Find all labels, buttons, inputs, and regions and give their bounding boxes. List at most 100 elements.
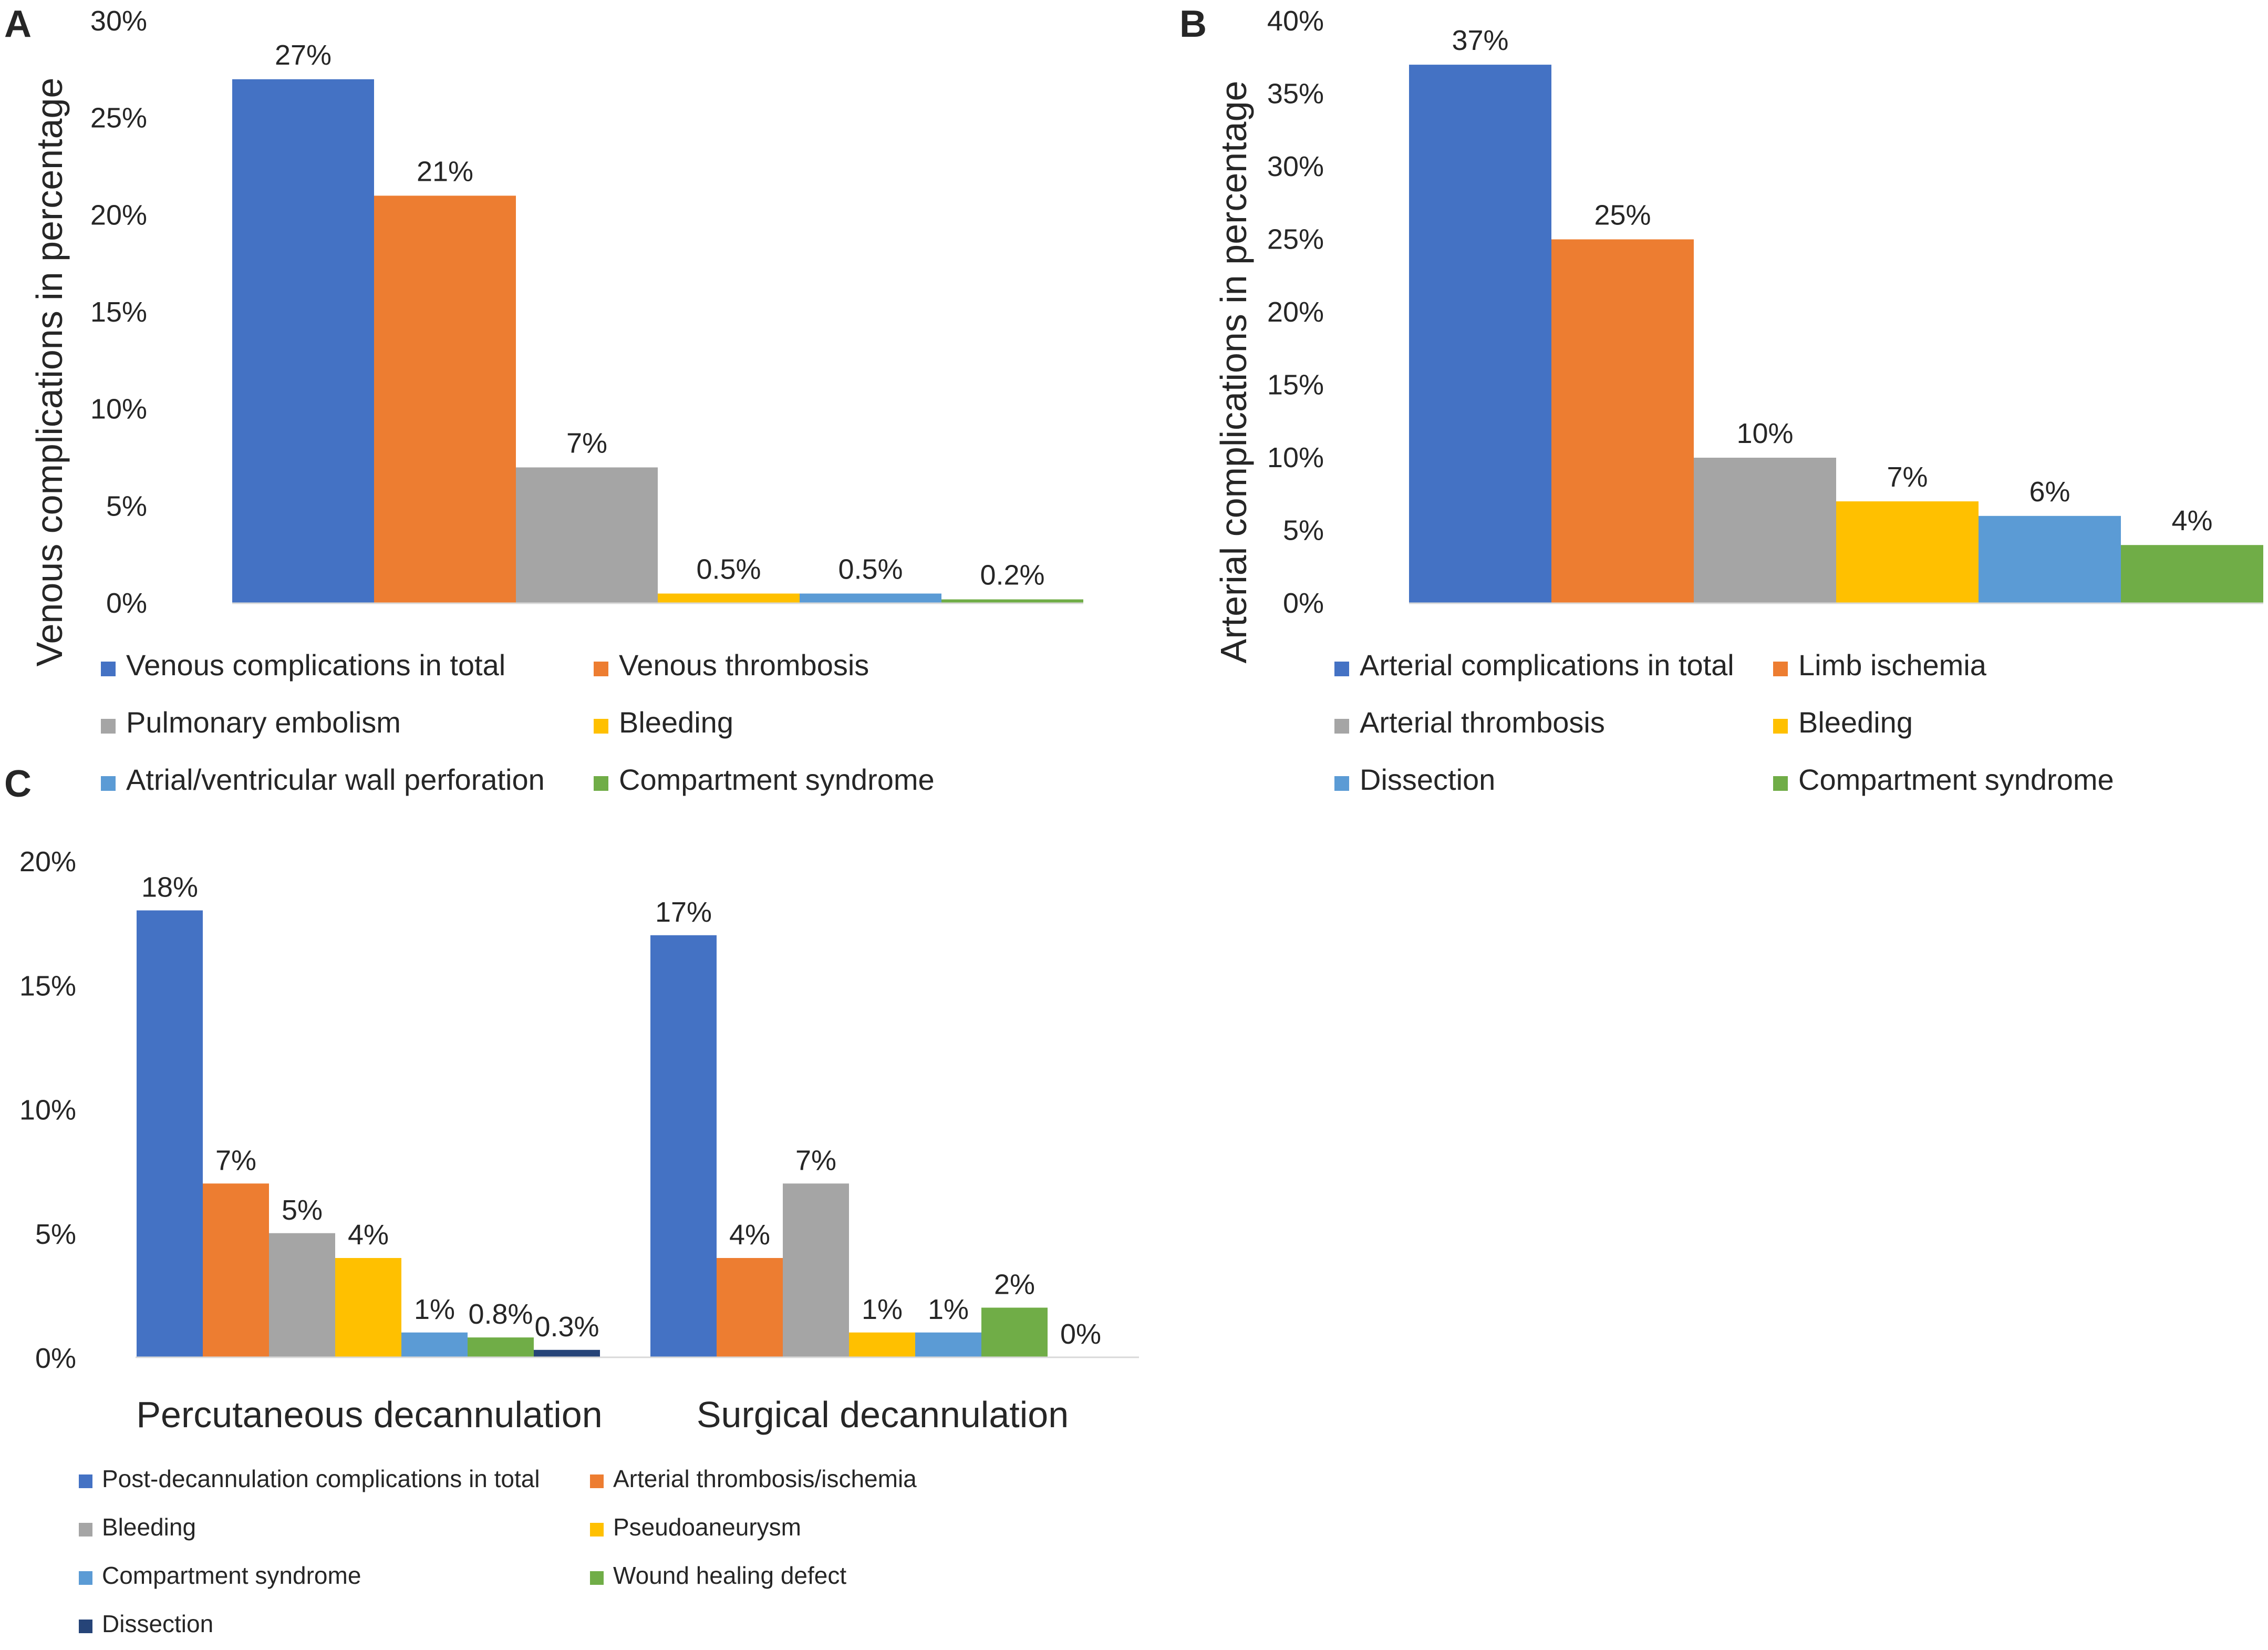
panel-c-legend-swatch [79,1620,92,1633]
panel-b-legend-swatch [1773,776,1788,791]
panel-a-data-label: 0.5% [696,554,761,585]
panel-c-category-label: Surgical decannulation [697,1394,1069,1435]
panel-b-legend-swatch [1773,719,1788,734]
panel-c-legend-label: Post-decannulation complications in tota… [102,1465,540,1492]
panel-c-legend-swatch [79,1571,92,1585]
panel-c-chart: 0% 5% 10% 15% 20% 18% 17% 7% 4% 5% 7% 4% 1% 1% 1% 0.8% 2… [19,846,1139,1637]
panel-a-legend-label: Bleeding [619,706,733,739]
panel-a-bar [516,467,658,603]
panel-a-data-label: 7% [566,427,607,459]
panel-c-data-label: 0% [1060,1318,1101,1350]
panel-c-bar [335,1258,401,1357]
panel-a-data-label: 27% [275,39,332,71]
panel-c-bar [717,1258,783,1357]
panel-b-bar [1836,501,1979,603]
panel-b-legend-label: Dissection [1360,763,1495,796]
panel-c-legend-label: Wound healing defect [613,1562,846,1589]
panel-a-ytick: 20% [90,199,147,231]
panel-c-bar [137,910,203,1357]
panel-a-legend-swatch [594,776,608,791]
panel-c-data-label: 1% [414,1294,455,1325]
panel-a-ytick: 15% [90,296,147,328]
panel-a-legend-swatch [101,719,116,734]
panel-c-legend-label: Dissection [102,1610,213,1637]
panel-a-y-axis-label: Venous complications in percentage [29,78,70,667]
panel-a-chart: 0% 5% 10% 15% 20% 25% 30% 27% 21% 7% 0.5% 0.5% 0.2% V… [29,5,1083,796]
panel-c-legend-label: Arterial thrombosis/ischemia [613,1465,917,1492]
panel-a-legend-label: Compartment syndrome [619,763,935,796]
panel-c-letter: C [4,763,32,805]
panel-b-ytick: 40% [1267,5,1324,37]
panel-b-data-label: 37% [1452,25,1508,56]
panel-c-bar [468,1337,534,1357]
panel-b-data-label: 6% [2029,476,2070,508]
panel-b-legend-swatch [1773,662,1788,676]
panel-c-data-label: 18% [141,872,198,903]
panel-c-legend-swatch [79,1523,92,1536]
panel-b-ytick: 25% [1267,224,1324,255]
panel-c-data-label: 1% [862,1294,903,1325]
panel-b-ytick: 5% [1283,515,1324,546]
panel-a-bar [800,593,941,603]
panel-a-legend-swatch [101,776,116,791]
panel-b-ytick: 0% [1283,587,1324,619]
panel-c-bar [534,1349,600,1357]
panel-c-bar [783,1183,849,1357]
panel-c-legend-label: Pseudoaneurysm [613,1513,801,1541]
panel-a-bar [232,79,374,604]
panel-b-data-label: 4% [2171,505,2212,537]
panel-c-ytick: 15% [19,970,76,1002]
panel-a-legend-swatch [594,662,608,676]
panel-a-letter: A [4,3,32,45]
panel-c-data-label: 4% [348,1219,389,1251]
panel-b-bar [1551,239,1694,603]
panel-b-ytick: 10% [1267,442,1324,473]
panel-b-ytick: 30% [1267,151,1324,182]
panel-c-data-label: 17% [655,896,712,928]
panel-b-legend-label: Arterial complications in total [1360,648,1734,682]
panel-a-ytick: 30% [90,5,147,37]
panel-a-legend-label: Pulmonary embolism [126,706,401,739]
panel-c-bar [401,1332,468,1357]
panel-c-bar [849,1332,915,1357]
panel-b-letter: B [1179,3,1207,45]
panel-b-bar [1694,458,1836,603]
panel-c-legend-swatch [590,1474,604,1488]
panel-b-data-label: 25% [1594,200,1651,231]
panel-b-data-label: 10% [1736,418,1793,449]
panel-b-y-axis-label: Arterial complications in percentage [1213,81,1254,664]
panel-c-data-label: 0.8% [468,1298,533,1330]
panel-b-legend-label: Compartment syndrome [1798,763,2114,796]
panel-c-legend-swatch [79,1474,92,1488]
panel-c-category-label: Percutaneous decannulation [136,1394,602,1435]
panel-c-data-label: 7% [215,1144,256,1176]
panel-a-legend-swatch [594,719,608,734]
panel-c-ytick: 10% [19,1095,76,1126]
panel-c-data-label: 7% [795,1144,836,1176]
panel-a-legend-label: Atrial/ventricular wall perforation [126,763,545,796]
panel-c-data-label: 1% [928,1294,969,1325]
panel-b-legend-label: Bleeding [1798,706,1913,739]
panel-c-bar [203,1183,269,1357]
panel-c-legend-swatch [590,1523,604,1536]
panel-c-bar [650,935,717,1357]
panel-b-legend-swatch [1334,776,1349,791]
panel-a-bar [658,593,800,603]
panel-a-data-label: 0.2% [980,560,1044,591]
panel-c-bar [981,1307,1048,1357]
panel-b-legend-label: Limb ischemia [1798,648,1987,682]
panel-c-data-label: 2% [994,1269,1035,1301]
panel-a-ytick: 0% [106,587,147,619]
panel-a-bar [374,195,516,603]
panel-b-legend-label: Arterial thrombosis [1360,706,1605,739]
panel-b-chart: 0% 5% 10% 15% 20% 25% 30% 35% 40% 37% 25% 10% 7% 6% 4%… [1213,5,2263,796]
panel-b-legend-swatch [1334,662,1349,676]
panel-c-data-label: 4% [729,1219,770,1251]
panel-b-ytick: 35% [1267,78,1324,110]
panel-a-ytick: 25% [90,102,147,134]
panel-b-bar [1979,515,2121,603]
panel-b-bar [1409,65,1551,604]
panel-a-ytick: 10% [90,394,147,425]
panel-b-data-label: 7% [1887,461,1928,493]
